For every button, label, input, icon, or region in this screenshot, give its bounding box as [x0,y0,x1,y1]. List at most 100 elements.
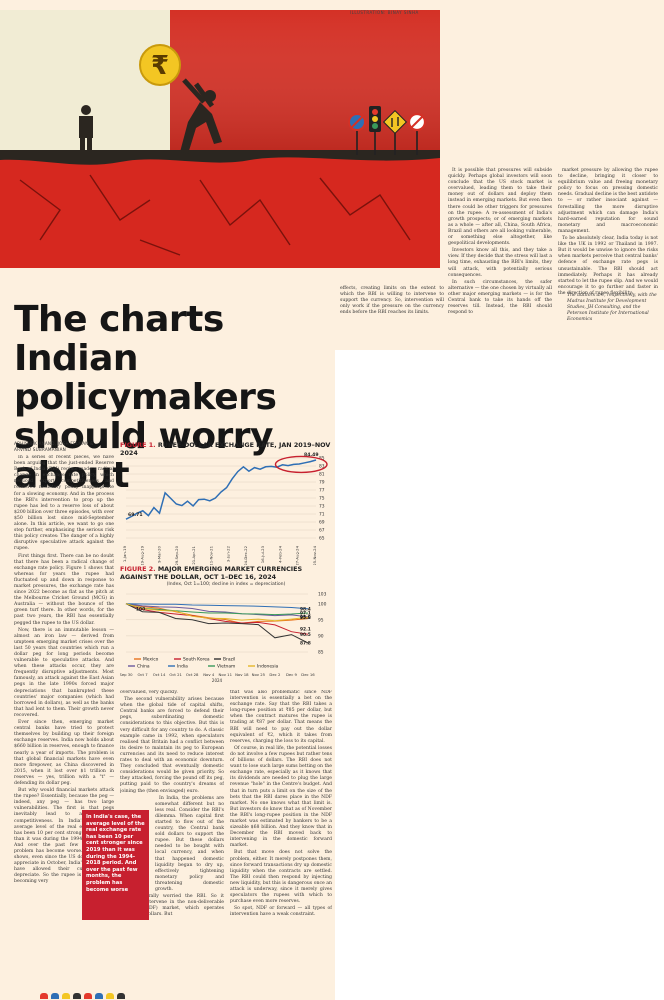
figure-2-title: FIGURE 2. MAJOR EMERGING MARKET CURRENCI… [120,565,332,581]
no-entry-sign-icon [407,112,427,155]
paragraph: Of course, in real life, the potential l… [230,745,332,849]
paragraph: So spot, NDF or forward — all types of i… [230,906,332,918]
byline-line: ARVIND SUBRAMANIAN [14,446,66,452]
article-column-6: market pressure by allowing the rupee to… [558,168,658,298]
byline: ABHISHEK ANAND, JOSH FELMAN & ARVIND SUB… [14,441,119,452]
end-value-label: 87.8 [300,641,311,647]
series-line-vietnam [125,603,309,616]
series-line-china [125,603,309,618]
rupee-dollar-line [125,459,317,520]
article-bottom-panel [0,350,335,1000]
hero-illustration: ₹ [0,10,440,280]
paragraph: But that move does not solve the problem… [230,850,332,905]
article-column-4: effects, creating limits on the extent t… [340,286,444,317]
x-tick-label: 27-Aug-24 [295,545,300,565]
figure-2: FIGURE 2. MAJOR EMERGING MARKET CURRENCI… [120,565,332,686]
x-tick-label: 4-Feb-24 [277,545,282,562]
figure-1-label: FIGURE 1. [120,441,156,449]
paragraph: market pressure by allowing the rupee to… [558,168,658,234]
no-entry-sign-icon [348,113,366,155]
rupee-coin-icon: ₹ [139,44,181,86]
figure-1-heading: RUPEE-DOLLAR EXCHANGE RATE, JAN 2019–NOV… [120,441,331,457]
x-tick-label: 3-Jun-22 [226,545,231,562]
paragraph: Investors know all this, and they take a… [448,248,553,278]
legend-label: Indonesia [257,664,279,670]
registration-mark [95,993,103,999]
registration-mark [40,993,48,999]
authors-note: The authors are, respectively, with the … [567,293,657,322]
y-tick-label: 67 [319,528,325,534]
y-tick-label: 85 [318,650,324,656]
illustration-art: ₹ [0,10,440,268]
legend-label: South Korea [183,657,210,663]
x-tick-label: Oct 7 [137,672,148,677]
registration-mark [117,993,125,999]
x-tick-label: Oct 14 [153,672,166,677]
paragraph: To be absolutely clear, India today is n… [558,236,658,296]
end-value-label: 90.5 [300,632,311,638]
u-turn-sign-icon [382,109,408,155]
figure-1-chart: 65 67 69 71 73 75 77 79 81 83 85 69.71 84.49 1-Jan-19… [122,452,328,565]
series-line-india [125,603,309,610]
y-tick-label: 95 [318,617,324,623]
legend-label: Vietnam [217,664,235,670]
registration-mark [73,993,81,999]
paragraph: Ever since then, emerging market central… [14,720,114,786]
end-value-label: 97.1 [300,611,311,617]
article-column-3: that was also problematic since NDF inte… [230,690,332,990]
paragraph: But why would financial markets attack t… [14,788,114,885]
registration-mark [62,993,70,999]
registration-mark [84,993,92,999]
x-tick-label: 9-Mar-20 [157,545,162,562]
highlight-ellipse [274,455,328,474]
paragraph: overvalued, very quickly. [120,690,178,695]
figure-1-title: FIGURE 1. RUPEE-DOLLAR EXCHANGE RATE, JA… [120,441,332,457]
traffic-light-icon [369,106,381,155]
paragraph: effects, creating limits on the extent t… [340,286,444,316]
y-tick-label: 77 [319,488,325,494]
start-value-label: 100 [136,607,145,613]
figure-2-chart: 85 90 95 100 103 100 98.497.195.995.8 92.190.5 8… [120,592,327,683]
svg-text:₹: ₹ [151,51,169,81]
pull-quote: In India's case, the average level of th… [82,810,149,920]
y-tick-label: 69 [319,520,325,526]
end-value-label: 84.49 [304,452,319,458]
x-tick-label: Sep 30 [120,672,133,677]
paragraph: Now, there is an immutable lesson — almo… [14,627,114,718]
y-tick-label: 71 [319,512,325,518]
byline-line: ABHISHEK ANAND, JOSH FELMAN & [14,441,94,446]
x-tick-label: Dec 16 [301,672,315,677]
x-tick-label: 29-Sep-20 [174,545,179,565]
x-tick-label: 16-Jul-23 [260,545,265,563]
paragraph: In such circumstances, the safer alterna… [448,279,552,316]
registration-mark [51,993,59,999]
x-tick-label: 11-Nov-21 [208,545,213,565]
x-tick-label: Oct 21 [169,672,182,677]
legend-label: Brazil [223,657,235,663]
x-tick-label: 19-Aug-19 [139,545,144,565]
print-registration-marks [40,993,125,999]
x-tick-label: Nov 11 [219,672,233,677]
y-tick-label: 73 [319,504,325,510]
end-value-label: 92.1 [300,627,311,633]
x-tick-label: Oct 28 [186,672,199,677]
figure-2-subtitle: (Index, Oct 1=100; decline in index = de… [166,582,286,588]
paragraph: The second vulnerability arises because … [120,697,224,794]
x-tick-label: 21-Apr-21 [191,545,196,564]
illustration-ground [0,157,440,268]
legend-label: India [177,664,188,670]
y-tick-label: 81 [319,472,325,478]
paragraph: that was also problematic since NDF inte… [230,690,332,744]
businessman-figure [79,105,93,152]
y-tick-label: 79 [319,480,325,486]
x-tick-label: 24-Dec-22 [243,545,248,565]
end-value-label: 95.9 [300,614,311,620]
series-line-indonesia [125,603,309,622]
x-tick-label: 1-Jan-19 [122,545,127,562]
y-tick-label: 75 [319,496,325,502]
paragraph: In India, the problems are somewhat diff… [155,795,224,892]
paragraph: First things first. There can be no doub… [14,553,114,626]
y-tick-label: 103 [318,592,327,598]
headline: The charts Indian policymakers should wo… [14,299,277,496]
x-tick-label: Nov 4 [203,672,215,677]
